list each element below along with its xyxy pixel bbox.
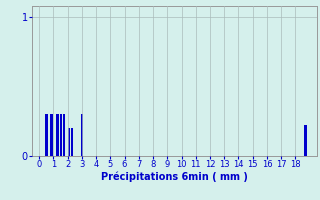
Bar: [50, 114, 52, 156]
Bar: [68, 128, 70, 156]
Bar: [63, 114, 65, 156]
Bar: [45, 114, 48, 156]
Bar: [81, 114, 83, 156]
X-axis label: Précipitations 6min ( mm ): Précipitations 6min ( mm ): [101, 172, 248, 182]
Bar: [56, 114, 59, 156]
Bar: [60, 114, 62, 156]
Bar: [71, 128, 73, 156]
Bar: [304, 125, 307, 156]
